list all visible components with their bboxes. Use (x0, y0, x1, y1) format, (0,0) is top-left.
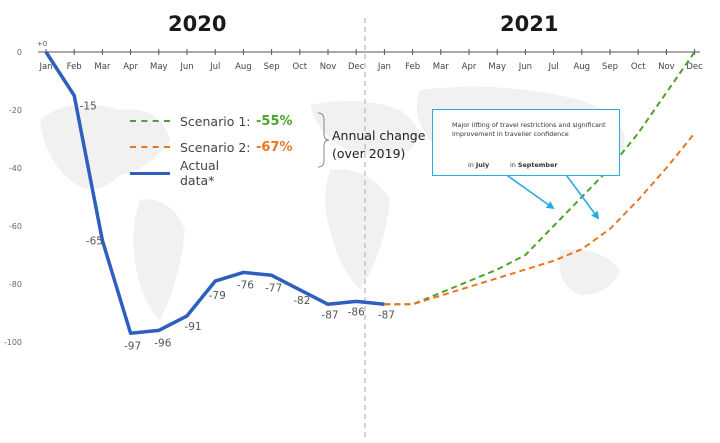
x-tick-label: May (150, 62, 168, 72)
actual-data-label: -97 (124, 340, 141, 352)
annual-change-label: Annual change (332, 128, 426, 143)
x-tick-label: Feb (67, 62, 82, 72)
x-tick-label: Dec (348, 62, 365, 72)
y-tick-label: -20 (9, 106, 22, 115)
in-september-prefix: in (510, 161, 516, 169)
september-arrow (560, 167, 600, 220)
in-september-month: September (517, 161, 558, 169)
legend-label: Scenario 1: (180, 113, 251, 129)
actual-data-line (44, 51, 385, 336)
x-tick-label: May (488, 62, 506, 72)
legend-label: Scenario 2: (180, 139, 251, 155)
x-tick-label: Jan (38, 62, 52, 72)
y-tick-label: -60 (9, 222, 22, 231)
x-tick-label: Aug (235, 62, 252, 72)
actual-line-swatch (130, 171, 170, 175)
brace-icon (317, 112, 330, 168)
in-july-prefix: in (468, 161, 474, 169)
data-labels: +0 -15 -65 -97 -96 -91 -79 -76 -77 -82 -87 -86 -87 (37, 40, 395, 352)
actual-data-label: -86 (348, 306, 365, 318)
actual-data-label: -76 (237, 279, 254, 291)
legend-scenario-2: Scenario 2: -67% (130, 136, 293, 158)
actual-data-label: -15 (80, 101, 97, 113)
actual-data-label: -96 (154, 337, 171, 349)
in-july-month: July (475, 161, 490, 169)
x-tick-label: Aug (573, 62, 590, 72)
y-tick-label: -80 (9, 280, 22, 289)
y-tick-label: -100 (4, 338, 22, 347)
x-tick-label: Jul (209, 62, 220, 72)
series-lines (44, 51, 696, 336)
x-tick-label: Mar (433, 62, 450, 72)
x-tick-label: Mar (94, 62, 111, 72)
x-tick-label: Apr (462, 62, 477, 72)
legend-value: -67% (256, 139, 293, 155)
actual-data-label: -91 (184, 321, 201, 333)
actual-data-label: -79 (209, 290, 226, 302)
actual-data-label: -65 (86, 236, 103, 248)
x-tick-label: Sep (602, 62, 618, 72)
x-tick-label: Apr (123, 62, 138, 72)
x-tick-label: Oct (292, 62, 307, 72)
scenario-1-line-swatch (130, 120, 170, 122)
x-tick-label: Jun (518, 62, 532, 72)
annotation-box (432, 109, 620, 176)
x-tick-label: Nov (320, 62, 337, 72)
actual-data-label: +0 (37, 40, 47, 48)
scenario-2-line-swatch (130, 146, 170, 148)
scenario-2-line (384, 132, 696, 306)
y-tick-label: 0 (17, 48, 22, 57)
x-tick-label: Nov (658, 62, 675, 72)
year-label-2021: 2021 (500, 12, 559, 36)
actual-data-label: -77 (265, 282, 282, 294)
x-tick-label: Dec (686, 62, 703, 72)
legend-actual: Actual data* (130, 158, 256, 188)
legend-scenario-1: Scenario 1: -55% (130, 110, 293, 132)
x-tick-label: Jul (547, 62, 558, 72)
actual-data-label: -82 (293, 295, 310, 307)
x-tick-label: Feb (405, 62, 420, 72)
annotation-text: Major lifting of travel restrictions and… (452, 121, 606, 138)
x-tick-label: Oct (631, 62, 646, 72)
scenario-1-line (384, 51, 696, 306)
year-label-2020: 2020 (168, 12, 227, 36)
actual-data-label: -87 (321, 309, 338, 321)
x-tick-label: Jan (377, 62, 391, 72)
in-july-label: in July (468, 161, 489, 169)
legend-label: Actual data* (180, 158, 220, 188)
legend-value: -55% (256, 113, 293, 129)
actual-data-label: -87 (378, 309, 395, 321)
annual-change-sublabel: (over 2019) (332, 146, 406, 161)
x-tick-label: Sep (264, 62, 280, 72)
in-september-label: in September (510, 161, 558, 169)
x-tick-label: Jun (179, 62, 193, 72)
y-axis-ticks: 0 -20 -40 -60 -80 -100 (4, 48, 22, 347)
y-tick-label: -40 (9, 164, 22, 173)
